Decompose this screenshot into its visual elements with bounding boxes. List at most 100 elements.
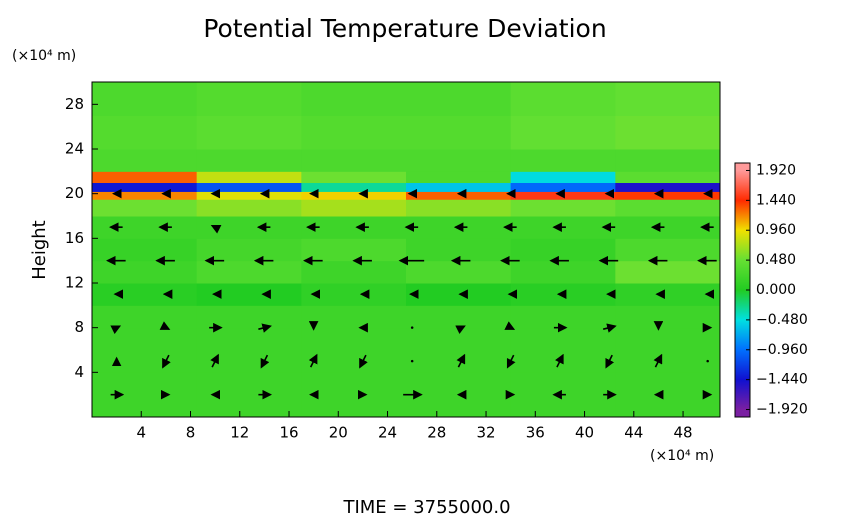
x-tick-label: 44 [624,424,643,442]
heat-cell [301,149,407,172]
heat-cell [196,182,302,192]
heat-cell [92,260,198,284]
x-tick-label: 48 [674,424,693,442]
heat-cell [615,327,721,373]
heat-cell [301,372,407,418]
heat-cell [615,82,721,116]
heat-cell [510,327,616,373]
y-tick-label: 28 [65,95,84,113]
heat-cell [510,305,616,329]
colorbar-label: −1.920 [756,402,808,418]
colorbar-label: 1.440 [756,192,796,208]
x-tick-label: 32 [476,424,495,442]
wind-vector [653,353,663,368]
heat-cell [406,191,512,200]
heat-cell [406,305,512,329]
wind-vector [602,323,617,333]
heat-cell [301,283,407,306]
heat-cell [301,191,407,200]
heat-cell [510,82,616,116]
heat-cell [92,283,198,306]
x-tick-label: 20 [329,424,348,442]
heat-cell [92,171,198,183]
heat-cell [92,199,198,217]
chart-title: Potential Temperature Deviation [203,14,606,43]
x-tick-label: 16 [279,424,298,442]
heat-cell [301,305,407,329]
heat-cell [615,305,721,329]
heat-cell [301,171,407,183]
heat-cell [615,283,721,306]
wind-vector [110,325,122,335]
heat-cell [301,260,407,284]
wind-vector [455,325,466,335]
x-unit: (×10⁴ m) [650,448,714,464]
heat-cell [196,171,302,183]
heat-cell [196,149,302,172]
heat-cell [196,191,302,200]
heat-cell [92,305,198,329]
heat-cell [92,327,198,373]
heat-cell [196,260,302,284]
wind-vector [506,354,516,369]
colorbar-label: −0.960 [756,342,808,358]
wind-vector [605,354,615,369]
heat-cell [301,182,407,192]
heat-cell [196,115,302,150]
x-tick-label: 36 [526,424,545,442]
y-tick-label: 16 [65,229,84,247]
heat-cell [301,327,407,373]
wind-vector [456,353,466,368]
heat-cell [406,149,512,172]
heat-cell [196,327,302,373]
heat-cell [301,216,407,239]
heat-cell [196,216,302,239]
heat-cell [615,238,721,262]
heat-cell [510,191,616,200]
heat-cell [196,82,302,116]
x-tick-label: 24 [378,424,397,442]
y-tick-label: 24 [65,140,84,158]
x-tick-label: 40 [575,424,594,442]
heat-cell [406,283,512,306]
heat-cell [301,238,407,262]
heat-cell [301,199,407,217]
wind-vector [359,354,368,369]
colorbar-label: 0.480 [756,252,796,268]
wind-vector [504,321,516,330]
colorbar-label: −0.480 [756,312,808,328]
heat-cell [615,191,721,200]
heat-cell [406,238,512,262]
heat-cell [615,171,721,183]
heat-cell [92,82,198,116]
heat-cell [92,182,198,192]
heat-cell [92,191,198,200]
heat-cell [406,260,512,284]
wind-vector [260,354,270,369]
wind-vector [162,354,171,369]
heat-cell [510,171,616,183]
y-label: Height [29,220,50,280]
wind-vector [210,353,219,368]
heat-cell [406,171,512,183]
wind-vector [308,353,318,368]
y-tick-label: 12 [65,274,84,292]
colorbar-label: 0.000 [756,282,796,298]
heat-cell [615,182,721,192]
heat-cell [510,182,616,192]
heat-cell [510,149,616,172]
heat-cell [510,199,616,217]
heat-cell [196,238,302,262]
wind-vector [210,224,222,234]
heat-cell [92,238,198,262]
heat-cell [301,82,407,116]
y-tick-label: 4 [74,363,84,381]
colorbar-label: −1.440 [756,372,808,388]
heat-cell [615,199,721,217]
heat-cell [510,283,616,306]
x-tick-label: 28 [427,424,446,442]
heat-cell [406,115,512,150]
y-unit: (×10⁴ m) [12,48,76,64]
heat-cell [196,305,302,329]
